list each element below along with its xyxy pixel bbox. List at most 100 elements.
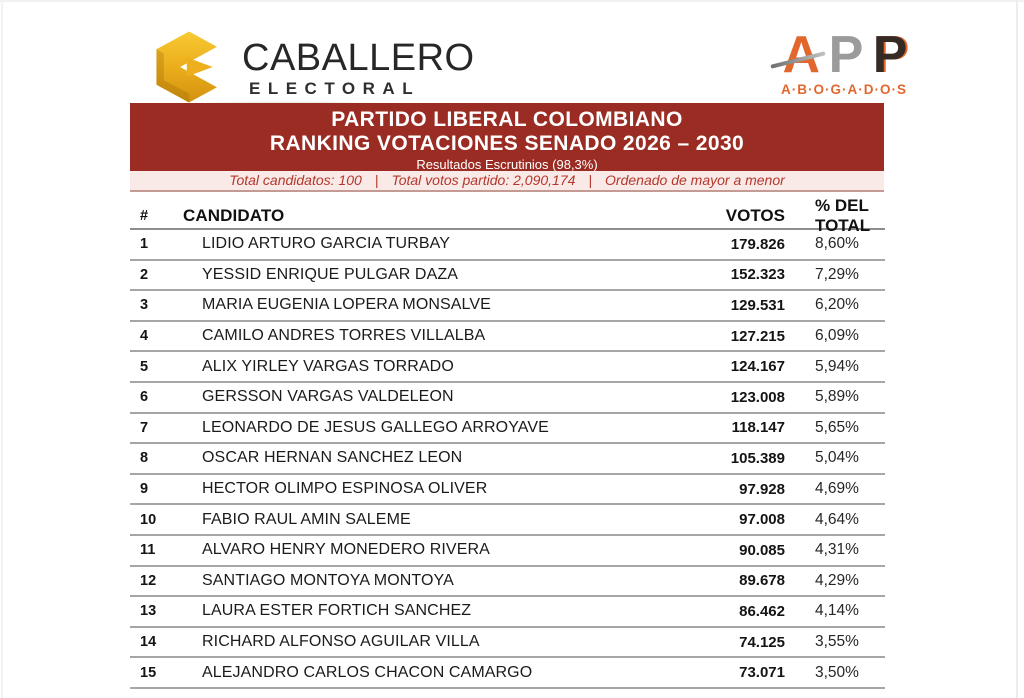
candidate-cell: GERSSON VARGAS VALDELEON bbox=[202, 388, 454, 406]
ranking-table: # CANDIDATO VOTOS % DEL TOTAL 1 LIDIO AR… bbox=[130, 196, 885, 689]
summary-separator: | bbox=[588, 172, 593, 188]
votes-cell: 97.008 bbox=[739, 511, 785, 529]
table-row: 8 OSCAR HERNAN SANCHEZ LEON 105.389 5,04… bbox=[130, 444, 885, 475]
app-letter-p1: P bbox=[828, 26, 863, 84]
table-row: 5 ALIX YIRLEY VARGAS TORRADO 124.167 5,9… bbox=[130, 352, 885, 383]
rank-cell: 14 bbox=[140, 634, 157, 651]
column-header-rank: # bbox=[140, 208, 149, 224]
pct-cell: 5,94% bbox=[815, 357, 859, 375]
candidate-cell: YESSID ENRIQUE PULGAR DAZA bbox=[202, 265, 458, 283]
candidate-cell: FABIO RAUL AMIN SALEME bbox=[202, 510, 411, 528]
table-row: 12 SANTIAGO MONTOYA MONTOYA 89.678 4,29% bbox=[130, 567, 885, 598]
rank-cell: 5 bbox=[140, 358, 149, 375]
votes-cell: 179.826 bbox=[730, 235, 785, 253]
column-header-pct: % DEL TOTAL bbox=[815, 196, 871, 235]
votes-cell: 73.071 bbox=[739, 664, 785, 682]
votes-cell: 89.678 bbox=[739, 572, 785, 590]
votes-cell: 90.085 bbox=[739, 541, 785, 559]
pct-cell: 4,14% bbox=[815, 602, 859, 620]
rank-cell: 4 bbox=[140, 328, 149, 345]
column-header-votes: VOTOS bbox=[725, 206, 785, 225]
votes-cell: 127.215 bbox=[730, 327, 785, 345]
rank-cell: 9 bbox=[140, 481, 149, 498]
table-row: 1 LIDIO ARTURO GARCIA TURBAY 179.826 8,6… bbox=[130, 230, 885, 261]
table-row: 10 FABIO RAUL AMIN SALEME 97.008 4,64% bbox=[130, 505, 885, 536]
votes-cell: 123.008 bbox=[730, 388, 785, 406]
votes-cell: 124.167 bbox=[730, 358, 785, 376]
caballero-electoral-logo: CABALLERO ELECTORAL bbox=[148, 30, 475, 114]
table-body: 1 LIDIO ARTURO GARCIA TURBAY 179.826 8,6… bbox=[130, 230, 885, 689]
pct-cell: 6,20% bbox=[815, 296, 859, 314]
votes-cell: 129.531 bbox=[730, 296, 785, 314]
table-row: 4 CAMILO ANDRES TORRES VILLALBA 127.215 … bbox=[130, 322, 885, 353]
rank-cell: 10 bbox=[140, 511, 157, 528]
summary-sort-order: Ordenado de mayor a menor bbox=[605, 172, 785, 188]
summary-total-votes: Total votos partido: 2,090,174 bbox=[391, 172, 576, 188]
photo-edge-left bbox=[1, 0, 3, 698]
candidate-cell: RICHARD ALFONSO AGUILAR VILLA bbox=[202, 633, 480, 651]
votes-cell: 86.462 bbox=[739, 602, 785, 620]
candidate-cell: SANTIAGO MONTOYA MONTOYA bbox=[202, 571, 454, 589]
summary-total-candidates: Total candidatos: 100 bbox=[229, 172, 362, 188]
pct-cell: 3,50% bbox=[815, 663, 859, 681]
pct-cell: 8,60% bbox=[815, 235, 859, 253]
rank-cell: 15 bbox=[140, 664, 157, 681]
app-logo-subtitle: A·B·O·G·A·D·O·S bbox=[781, 82, 907, 97]
caballero-logo-subtitle: ELECTORAL bbox=[249, 79, 421, 98]
votes-cell: 74.125 bbox=[739, 633, 785, 651]
app-abogados-logo: A P P A·B·O·G·A·D·O·S bbox=[770, 26, 910, 97]
caballero-logo-text: CABALLERO ELECTORAL bbox=[242, 30, 475, 99]
pct-cell: 4,29% bbox=[815, 571, 859, 589]
candidate-cell: ALIX YIRLEY VARGAS TORRADO bbox=[202, 357, 454, 375]
rank-cell: 7 bbox=[140, 419, 149, 436]
candidate-cell: LIDIO ARTURO GARCIA TURBAY bbox=[202, 235, 450, 253]
banner-subtitle: Resultados Escrutinios (98,3%) bbox=[416, 157, 598, 172]
table-row: 15 ALEJANDRO CARLOS CHACON CAMARGO 73.07… bbox=[130, 658, 885, 689]
table-row: 9 HECTOR OLIMPO ESPINOSA OLIVER 97.928 4… bbox=[130, 475, 885, 506]
rank-cell: 3 bbox=[140, 297, 149, 314]
rank-cell: 8 bbox=[140, 450, 149, 467]
table-row: 2 YESSID ENRIQUE PULGAR DAZA 152.323 7,2… bbox=[130, 261, 885, 292]
table-row: 14 RICHARD ALFONSO AGUILAR VILLA 74.125 … bbox=[130, 628, 885, 659]
candidate-cell: HECTOR OLIMPO ESPINOSA OLIVER bbox=[202, 480, 488, 498]
pct-cell: 7,29% bbox=[815, 265, 859, 283]
candidate-cell: MARIA EUGENIA LOPERA MONSALVE bbox=[202, 296, 491, 314]
pct-cell: 5,89% bbox=[815, 388, 859, 406]
votes-cell: 97.928 bbox=[739, 480, 785, 498]
app-letter-p2: P bbox=[872, 26, 908, 84]
table-row: 13 LAURA ESTER FORTICH SANCHEZ 86.462 4,… bbox=[130, 597, 885, 628]
candidate-cell: OSCAR HERNAN SANCHEZ LEON bbox=[202, 449, 463, 467]
pct-cell: 5,04% bbox=[815, 449, 859, 467]
table-row: 11 ALVARO HENRY MONEDERO RIVERA 90.085 4… bbox=[130, 536, 885, 567]
rank-cell: 1 bbox=[140, 236, 149, 253]
app-logo-letters: A P P bbox=[770, 26, 910, 84]
votes-cell: 118.147 bbox=[731, 419, 785, 437]
pct-cell: 3,55% bbox=[815, 633, 859, 651]
pct-cell: 6,09% bbox=[815, 327, 859, 345]
banner-title-line2: RANKING VOTACIONES SENADO 2026 – 2030 bbox=[269, 132, 745, 155]
column-header-candidate: CANDIDATO bbox=[183, 206, 285, 225]
rank-cell: 11 bbox=[140, 542, 156, 559]
caballero-hexagon-e-icon bbox=[156, 31, 224, 103]
pct-cell: 4,31% bbox=[815, 541, 859, 559]
votes-cell: 152.323 bbox=[730, 266, 785, 284]
photo-edge-right bbox=[1016, 0, 1018, 698]
candidate-cell: CAMILO ANDRES TORRES VILLALBA bbox=[202, 327, 486, 345]
pct-cell: 5,65% bbox=[815, 418, 859, 436]
candidate-cell: LEONARDO DE JESUS GALLEGO ARROYAVE bbox=[202, 418, 549, 436]
table-header-row: # CANDIDATO VOTOS % DEL TOTAL bbox=[130, 196, 885, 235]
rank-cell: 6 bbox=[140, 389, 149, 406]
rank-cell: 2 bbox=[140, 266, 149, 283]
pct-cell: 4,69% bbox=[815, 480, 859, 498]
table-row: 3 MARIA EUGENIA LOPERA MONSALVE 129.531 … bbox=[130, 291, 885, 322]
pct-cell: 4,64% bbox=[815, 510, 859, 528]
summary-separator: | bbox=[374, 172, 379, 188]
table-row: 6 GERSSON VARGAS VALDELEON 123.008 5,89% bbox=[130, 383, 885, 414]
summary-bar: Total candidatos: 100 | Total votos partid… bbox=[130, 171, 884, 192]
rank-cell: 12 bbox=[140, 572, 157, 589]
table-row: 7 LEONARDO DE JESUS GALLEGO ARROYAVE 118… bbox=[130, 414, 885, 445]
caballero-logo-title: CABALLERO bbox=[242, 37, 475, 79]
candidate-cell: ALVARO HENRY MONEDERO RIVERA bbox=[202, 541, 490, 559]
rank-cell: 13 bbox=[140, 603, 157, 620]
